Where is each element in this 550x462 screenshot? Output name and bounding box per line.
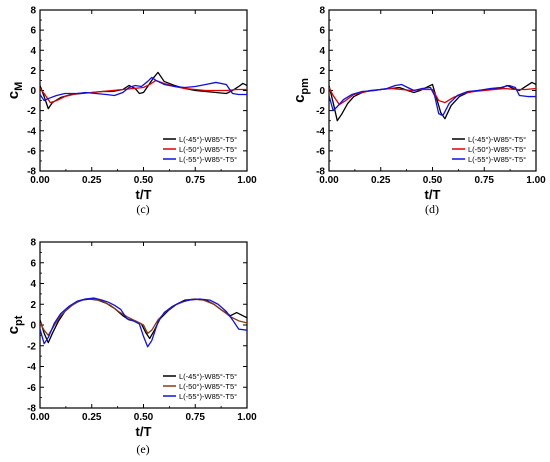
y-tick-label: -2 [316,106,325,117]
x-tick-label: 0.50 [134,175,154,186]
legend-entry: L(-55°)-W85°-T5° [468,155,526,164]
x-tick-label: 0.75 [186,412,206,423]
y-axis-label-main: c [291,95,308,103]
y-tick-label: 2 [30,300,36,311]
panel-c: 8 6 4 2 0 -2 -4 -6 -80.00 0.25 0.50 0.75 1.00 t/T cM L(… [5,6,257,217]
panel-caption: (c) [136,202,149,216]
panel-e: 8 6 4 2 0 -2 -4 -6 -80.00 0.25 0.50 0.75 1.00 t/T cpt L… [5,238,257,457]
x-tick-label: 0.25 [371,175,391,186]
x-tick-label: 1.00 [526,175,546,186]
y-tick-label: 8 [30,6,36,17]
y-axis-label-main: c [5,91,22,99]
svg-text:cM: cM [5,82,25,100]
x-tick-label: 0.75 [475,175,495,186]
series-line-2 [40,298,247,337]
y-tick-label: 6 [30,258,36,269]
legend-entry: L(-45°)-W85°-T5° [179,372,237,381]
y-tick-label: -4 [316,126,325,137]
y-tick-label: 8 [319,6,325,17]
series-line-3 [40,297,247,348]
x-tick-label: 0.25 [82,175,102,186]
legend-entry: L(-45°)-W85°-T5° [468,135,526,144]
legend-entry: L(-50°)-W85°-T5° [179,145,237,154]
series-line-3 [40,76,247,102]
series-line-2 [40,79,247,104]
y-tick-label: -4 [27,126,36,137]
panel-caption: (d) [425,202,439,216]
x-tick-label: 1.00 [237,412,257,423]
svg-text:cpm: cpm [291,78,311,103]
x-tick-label: 0.00 [30,412,50,423]
y-tick-label: 6 [319,26,325,37]
y-tick-label: -8 [27,167,36,178]
panel-d: 8 6 4 2 0 -2 -4 -6 -80.00 0.25 0.50 0.75 1.00 t/T cpm L… [291,6,546,217]
y-axis-label-subscript: M [13,82,25,91]
x-tick-label: 0.50 [134,412,154,423]
svg-text:cpt: cpt [5,315,25,334]
x-axis-label: t/T [425,187,441,202]
y-tick-label: -8 [27,404,36,415]
y-tick-label: 4 [319,46,325,57]
x-tick-label: 0.00 [30,175,50,186]
y-axis-label-main: c [5,326,22,334]
series-line-3 [329,83,536,117]
y-axis-label: cpm [291,78,311,103]
x-tick-label: 0.00 [319,175,339,186]
legend-entry: L(-45°)-W85°-T5° [179,135,237,144]
x-axis-label: t/T [136,424,152,439]
y-tick-label: 8 [30,238,36,249]
y-axis-label: cpt [5,315,25,334]
y-axis-label-subscript: pt [13,315,25,326]
y-tick-label: 6 [30,26,36,37]
y-tick-label: -6 [316,146,325,157]
x-tick-label: 1.00 [237,175,257,186]
y-tick-label: -6 [27,146,36,157]
x-axis-label: t/T [136,187,152,202]
series-line-2 [329,87,536,106]
legend-entry: L(-55°)-W85°-T5° [179,155,237,164]
y-tick-label: 4 [30,279,36,290]
y-axis-label-subscript: pm [299,78,311,95]
legend-entry: L(-55°)-W85°-T5° [179,392,237,401]
y-tick-label: -8 [316,167,325,178]
y-tick-label: -4 [27,362,36,373]
legend-entry: L(-50°)-W85°-T5° [468,145,526,154]
y-tick-label: 2 [319,66,325,77]
y-tick-label: 0 [319,86,325,97]
y-axis-label: cM [5,82,25,100]
x-tick-label: 0.50 [423,175,443,186]
y-tick-label: -2 [27,106,36,117]
y-tick-label: -6 [27,383,36,394]
x-tick-label: 0.25 [82,412,102,423]
x-tick-label: 0.75 [186,175,206,186]
panel-caption: (e) [136,442,149,456]
y-tick-label: 2 [30,66,36,77]
legend-entry: L(-50°)-W85°-T5° [179,382,237,391]
y-tick-label: -2 [27,341,36,352]
y-tick-label: 4 [30,46,36,57]
y-tick-label: 0 [30,321,36,332]
y-tick-label: 0 [30,86,36,97]
